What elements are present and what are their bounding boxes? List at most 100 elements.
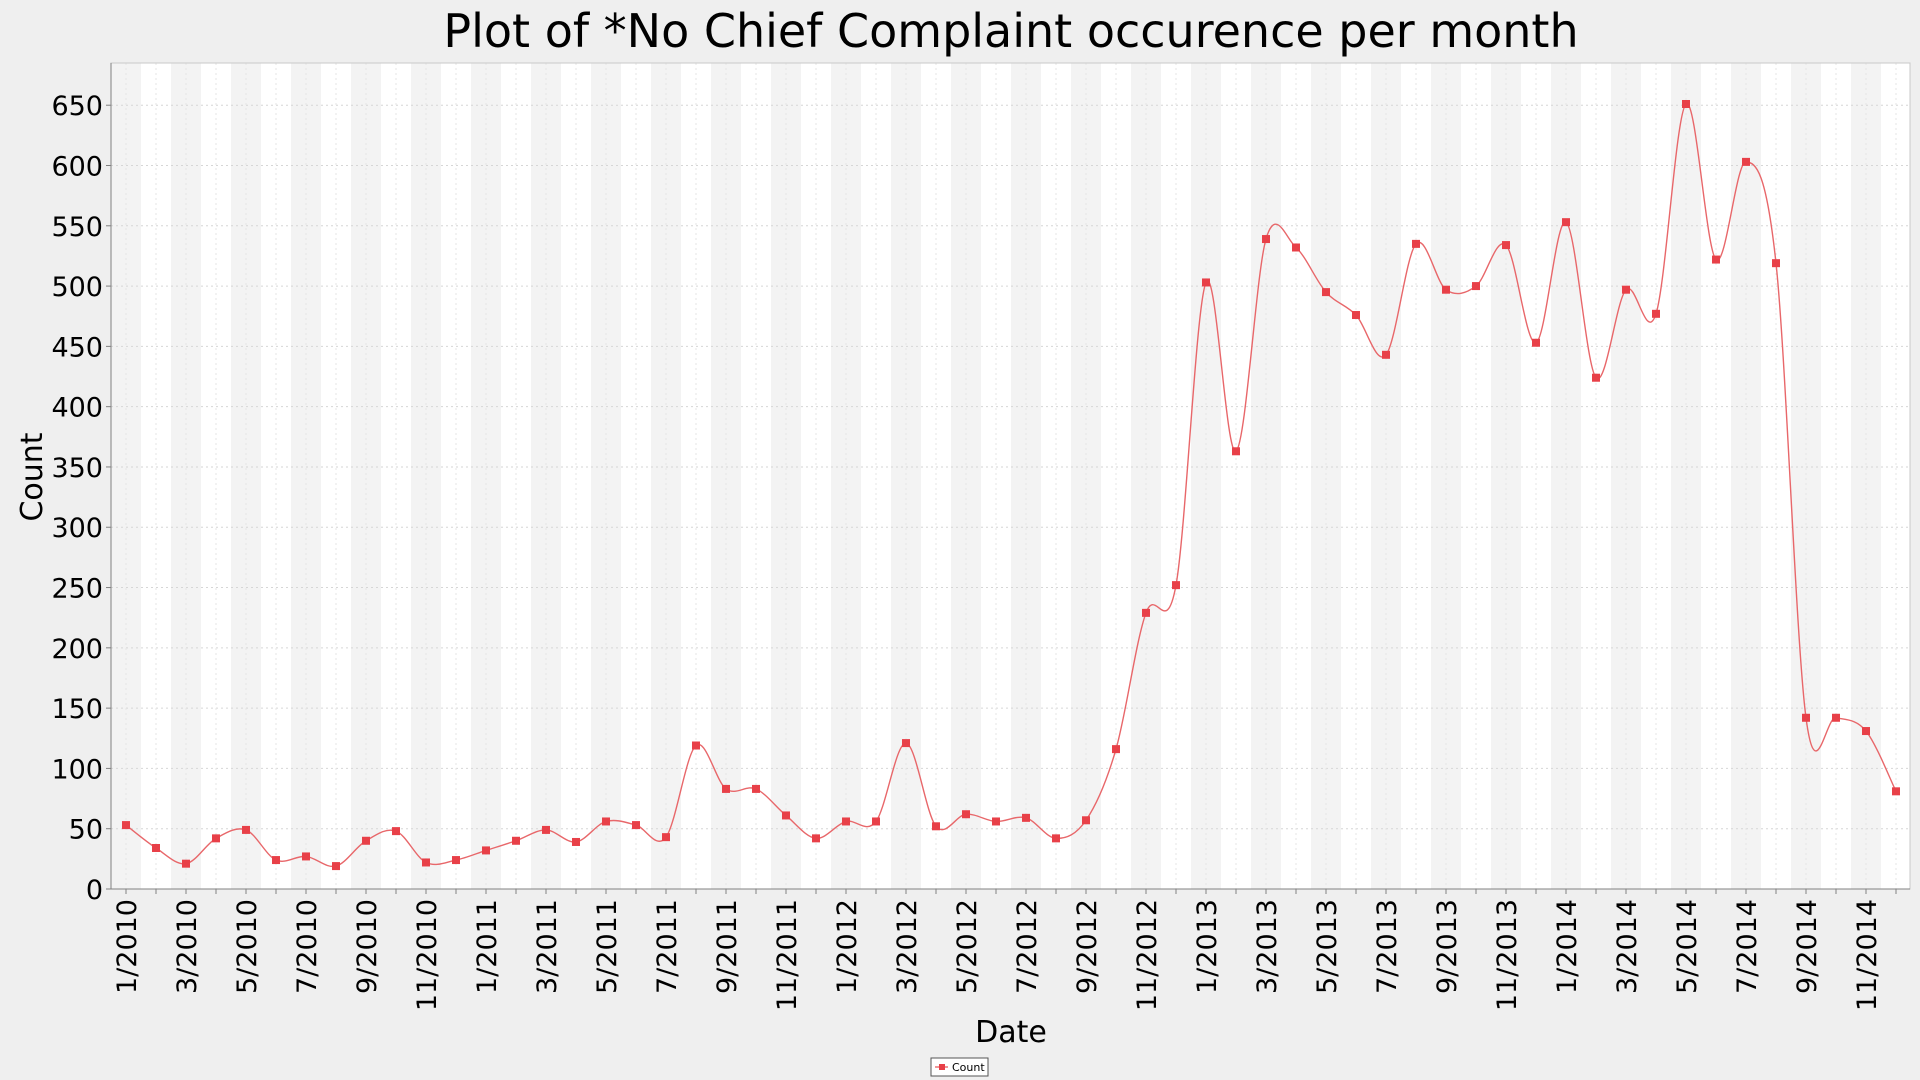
month-band	[1791, 63, 1821, 889]
data-point-marker	[122, 821, 130, 830]
month-band	[1371, 63, 1401, 889]
month-band	[291, 63, 321, 889]
month-band	[411, 63, 441, 889]
x-tick-label: 7/2013	[1372, 899, 1403, 994]
alternating-month-bands	[111, 63, 1910, 889]
x-tick-label: 11/2011	[772, 899, 803, 1011]
data-point-marker	[272, 856, 280, 865]
x-tick-label: 1/2013	[1192, 899, 1223, 994]
data-point-marker	[1742, 157, 1750, 166]
data-point-marker	[1382, 350, 1390, 359]
legend-marker	[939, 1064, 945, 1070]
x-tick-label: 11/2012	[1132, 899, 1163, 1011]
month-band	[591, 63, 621, 889]
y-tick-label: 250	[51, 574, 103, 605]
y-tick-label: 550	[51, 212, 103, 243]
month-band	[651, 63, 681, 889]
chart-title: Plot of *No Chief Complaint occurence pe…	[443, 4, 1578, 58]
month-band	[1611, 63, 1641, 889]
y-tick-label: 0	[86, 875, 103, 906]
data-point-marker	[902, 739, 910, 748]
data-point-marker	[1772, 259, 1780, 268]
month-band	[1011, 63, 1041, 889]
x-tick-label: 1/2014	[1552, 899, 1583, 994]
data-point-marker	[1172, 581, 1180, 590]
data-point-marker	[1562, 218, 1570, 227]
y-tick-label: 50	[69, 815, 103, 846]
data-point-marker	[992, 817, 1000, 826]
x-tick-label: 5/2010	[232, 899, 263, 994]
data-point-marker	[1082, 816, 1090, 825]
data-point-marker	[482, 846, 490, 855]
data-point-marker	[512, 836, 520, 845]
data-point-marker	[872, 817, 880, 826]
data-point-marker	[1472, 282, 1480, 291]
data-point-marker	[1892, 787, 1900, 796]
axes	[110, 62, 1911, 890]
month-band	[471, 63, 501, 889]
data-point-marker	[1652, 309, 1660, 318]
x-tick-label: 9/2013	[1432, 899, 1463, 994]
data-point-marker	[242, 825, 250, 834]
y-tick-label: 400	[51, 393, 103, 424]
data-point-marker	[752, 784, 760, 793]
month-band	[111, 63, 141, 889]
month-band	[711, 63, 741, 889]
data-point-marker	[632, 821, 640, 830]
month-band	[951, 63, 981, 889]
x-tick-label: 7/2011	[652, 899, 683, 994]
month-band	[351, 63, 381, 889]
x-tick-label: 1/2010	[112, 899, 143, 994]
data-point-marker	[1502, 241, 1510, 250]
x-tick-label: 9/2011	[712, 899, 743, 994]
data-point-marker	[1232, 447, 1240, 456]
data-point-marker	[1532, 338, 1540, 347]
month-band	[1851, 63, 1881, 889]
x-tick-label: 3/2012	[892, 899, 923, 994]
data-point-marker	[962, 810, 970, 819]
month-band	[171, 63, 201, 889]
x-tick-label: 3/2010	[172, 899, 203, 994]
x-tick-label: 7/2010	[292, 899, 323, 994]
month-band	[891, 63, 921, 889]
data-point-marker	[1022, 813, 1030, 822]
data-point-marker	[1442, 285, 1450, 294]
data-point-marker	[392, 827, 400, 836]
data-point-marker	[1712, 255, 1720, 264]
data-point-marker	[182, 859, 190, 868]
month-band	[1551, 63, 1581, 889]
data-point-marker	[332, 862, 340, 871]
legend-box	[930, 1057, 989, 1077]
series-markers	[122, 99, 1900, 871]
data-point-marker	[1112, 745, 1120, 754]
data-point-marker	[1832, 713, 1840, 722]
x-tick-label: 5/2012	[952, 899, 983, 994]
data-point-marker	[1682, 99, 1690, 108]
month-band	[231, 63, 261, 889]
data-point-marker	[842, 817, 850, 826]
y-tick-labels: 0 50 100 150 200 250 300 350 400 450 500 550 600 650	[51, 91, 111, 906]
x-tick-label: 1/2011	[472, 899, 503, 994]
y-tick-label: 300	[51, 513, 103, 544]
y-tick-label: 600	[51, 151, 103, 182]
month-band	[1671, 63, 1701, 889]
data-point-marker	[362, 836, 370, 845]
x-axis-label: Date	[975, 1015, 1047, 1050]
month-band	[1131, 63, 1161, 889]
month-band	[531, 63, 561, 889]
plot-background	[111, 63, 1910, 889]
month-band	[1491, 63, 1521, 889]
data-point-marker	[1412, 239, 1420, 248]
month-band	[1191, 63, 1221, 889]
y-tick-label: 150	[51, 694, 103, 725]
data-point-marker	[1802, 713, 1810, 722]
x-tick-labels: 1/2010 3/2010 5/2010 7/2010 9/2010 11/2010 1/2…	[112, 889, 1897, 1011]
data-point-marker	[1322, 288, 1330, 297]
x-tick-label: 7/2012	[1012, 899, 1043, 994]
data-point-marker	[1622, 285, 1630, 294]
data-point-marker	[722, 784, 730, 793]
data-point-marker	[1862, 727, 1870, 736]
data-point-marker	[1352, 311, 1360, 320]
